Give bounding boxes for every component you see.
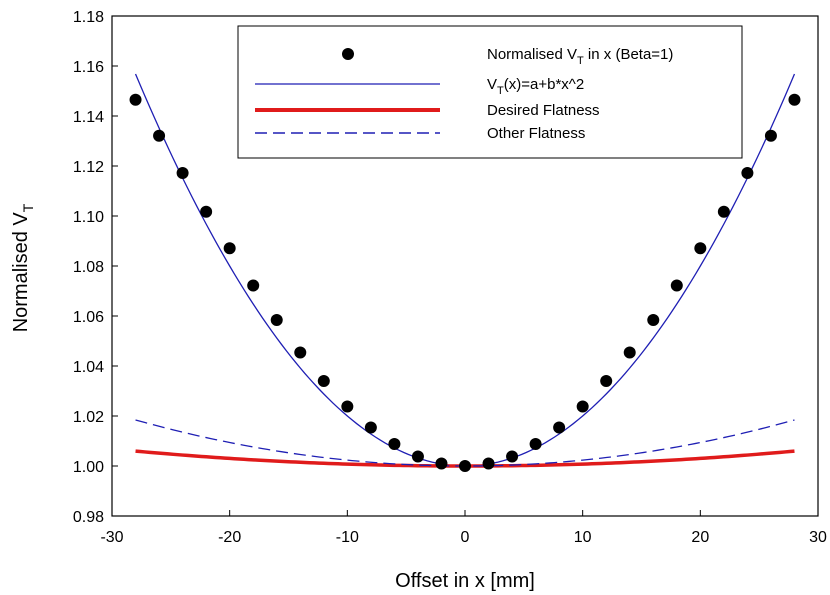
- data-point: [623, 346, 636, 359]
- x-tick-label: 30: [809, 529, 827, 546]
- data-point: [294, 346, 307, 359]
- y-tick-label: 1.18: [73, 9, 104, 26]
- legend-box: [237, 25, 743, 159]
- legend-label-scatter: Normalised VT in x (Beta=1): [487, 46, 673, 67]
- data-point: [670, 279, 683, 292]
- data-point: [176, 167, 189, 179]
- y-tick-label: 1.12: [73, 159, 104, 176]
- data-point: [411, 450, 424, 463]
- data-point: [506, 450, 519, 463]
- y-tick-label: 1.10: [73, 209, 104, 226]
- legend-label-desired: Desired Flatness: [487, 102, 600, 119]
- data-point: [788, 93, 801, 106]
- data-point: [247, 279, 260, 292]
- x-tick-label: 0: [461, 529, 470, 546]
- data-point: [482, 457, 495, 470]
- data-point: [600, 375, 613, 387]
- data-point: [741, 167, 754, 179]
- data-point: [576, 400, 589, 413]
- y-tick-label: 0.98: [73, 509, 104, 526]
- data-point: [694, 242, 707, 255]
- data-point: [364, 421, 377, 434]
- x-tick-label: -30: [100, 529, 123, 546]
- x-axis-title: Offset in x [mm]: [395, 570, 535, 592]
- data-point: [647, 314, 660, 326]
- y-axis-title-main: Normalised V: [10, 212, 32, 333]
- axis-ticks: -30 -20 -10 0 10 20 30 0.98 1.00 1.02 1.04 1.06 1.08…: [73, 9, 827, 546]
- plot-marks: [129, 73, 801, 472]
- data-point: [388, 438, 401, 450]
- data-point: [129, 93, 142, 106]
- x-tick-label: 20: [691, 529, 709, 546]
- legend-label-fit: VT(x)=a+b*x^2: [487, 76, 584, 97]
- y-tick-label: 1.04: [73, 359, 104, 376]
- data-point: [717, 205, 730, 218]
- legend: Normalised VT in x (Beta=1) VT(x)=a+b*x^…: [237, 25, 743, 159]
- legend-marker-scatter: [342, 48, 354, 60]
- data-point: [200, 205, 213, 218]
- y-axis-title-sub: T: [20, 203, 36, 212]
- y-axis-title: Normalised VT: [10, 203, 36, 332]
- data-point: [341, 400, 354, 413]
- data-point: [270, 314, 283, 326]
- data-point: [435, 457, 448, 470]
- y-tick-label: 1.08: [73, 259, 104, 276]
- y-tick-label: 1.02: [73, 409, 104, 426]
- x-tick-label: -20: [218, 529, 241, 546]
- data-point: [153, 129, 166, 142]
- data-point: [317, 375, 330, 387]
- data-point: [553, 421, 566, 434]
- legend-label-other: Other Flatness: [487, 125, 585, 142]
- y-tick-label: 1.14: [73, 109, 104, 126]
- data-point: [459, 460, 471, 472]
- data-point: [764, 129, 777, 142]
- x-tick-label: -10: [336, 529, 359, 546]
- y-tick-label: 1.06: [73, 309, 104, 326]
- y-tick-label: 1.00: [73, 459, 104, 476]
- x-tick-label: 10: [574, 529, 592, 546]
- data-point: [529, 438, 542, 450]
- data-point: [223, 242, 236, 255]
- y-tick-label: 1.16: [73, 59, 104, 76]
